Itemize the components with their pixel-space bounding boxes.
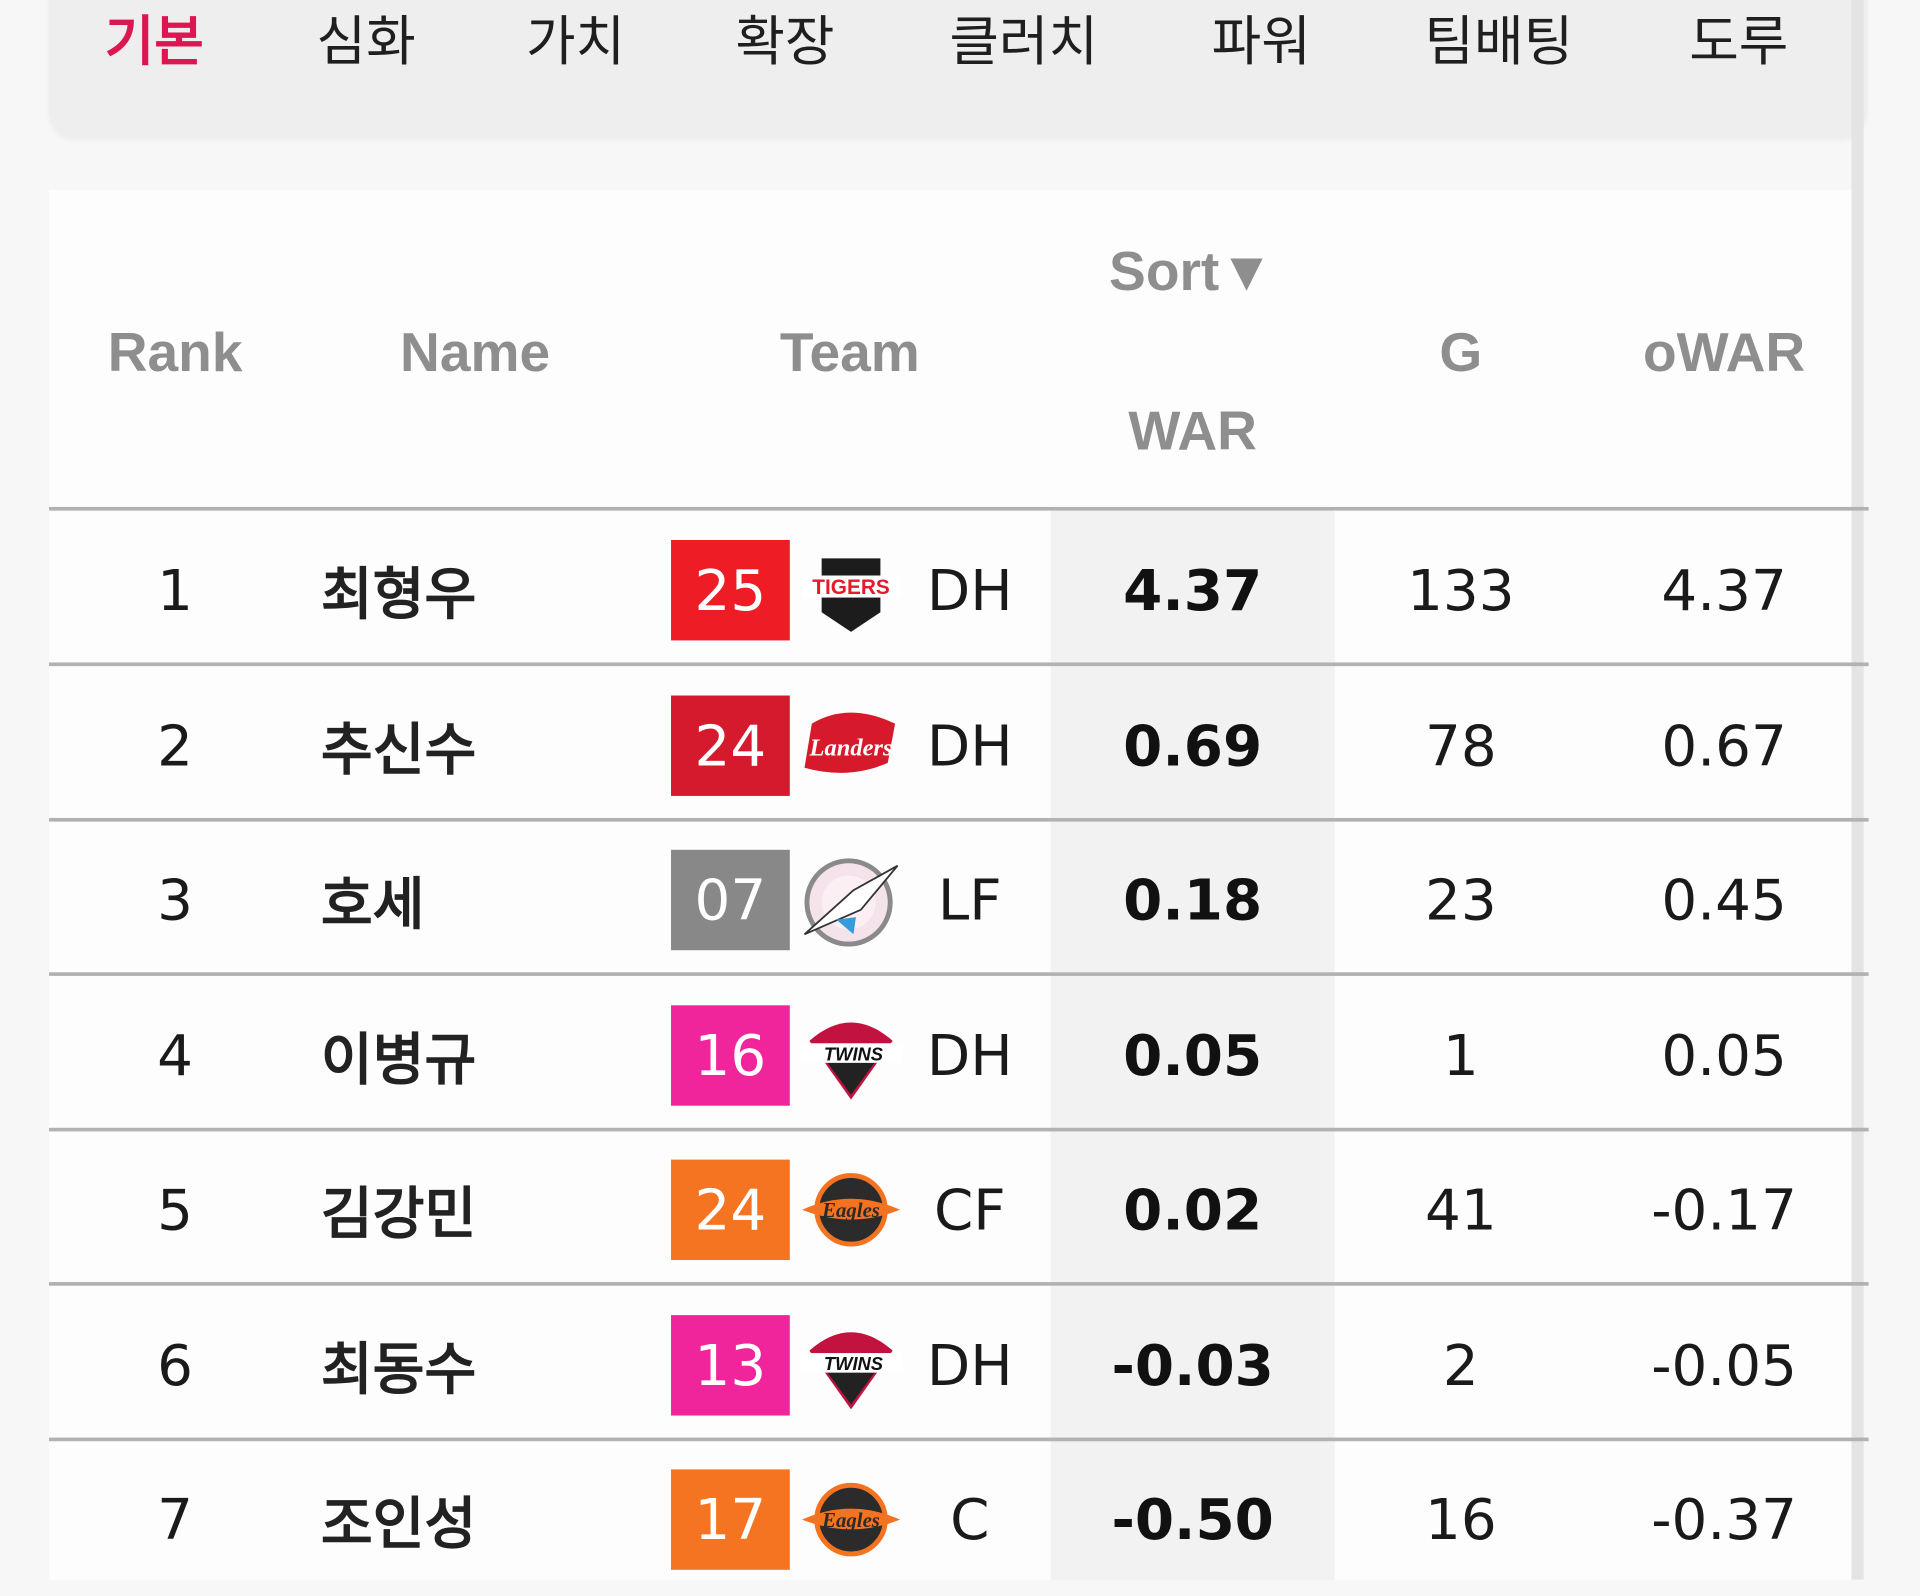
- war-cell: -0.50: [1111, 1486, 1274, 1553]
- player-name[interactable]: 김강민: [320, 1180, 477, 1247]
- table-row[interactable]: 2 추신수 24 Landers DH 0.69 78 0.67: [49, 669, 1851, 821]
- sort-indicator[interactable]: Sort▼: [1109, 240, 1274, 303]
- svg-text:TIGERS: TIGERS: [812, 576, 890, 599]
- header-team[interactable]: Team: [779, 320, 920, 384]
- games-cell: 41: [1424, 1176, 1497, 1243]
- war-cell: 0.69: [1123, 712, 1263, 779]
- owar-cell: 4.37: [1661, 557, 1787, 624]
- owar-cell: 0.67: [1661, 712, 1787, 779]
- position-cell: DH: [926, 557, 1013, 624]
- position-cell: CF: [933, 1176, 1006, 1243]
- svg-text:TWINS: TWINS: [824, 1353, 884, 1374]
- uniform-number-badge: 24: [671, 1159, 790, 1261]
- games-cell: 133: [1407, 557, 1515, 624]
- scrollbar[interactable]: [1851, 0, 1864, 1580]
- games-cell: 16: [1424, 1486, 1497, 1553]
- uniform-number-badge: 13: [671, 1314, 790, 1415]
- owar-cell: -0.17: [1651, 1176, 1797, 1243]
- uniform-number-badge: 17: [671, 1469, 790, 1570]
- owar-cell: -0.37: [1651, 1486, 1797, 1553]
- table-row[interactable]: 4 이병규 16 TWINS DH 0.05 1 0.05: [49, 979, 1851, 1131]
- tab-6[interactable]: 파워: [1211, 11, 1311, 74]
- tab-2[interactable]: 심화: [316, 11, 416, 74]
- war-cell: 0.05: [1123, 1021, 1263, 1088]
- games-cell: 1: [1442, 1021, 1479, 1088]
- position-cell: LF: [937, 866, 1002, 934]
- rank-cell: 5: [157, 1176, 194, 1243]
- twins-team-logo-icon: TWINS: [799, 1313, 903, 1416]
- header-name[interactable]: Name: [400, 320, 551, 384]
- uniform-number-badge: 24: [671, 694, 790, 796]
- uniform-number-badge: 16: [671, 1004, 790, 1106]
- war-cell: 0.18: [1123, 866, 1263, 934]
- svg-text:Landers: Landers: [809, 734, 893, 761]
- row-divider: [48, 817, 1869, 822]
- header-war[interactable]: WAR: [1128, 399, 1257, 462]
- row-divider: [48, 662, 1869, 667]
- player-name[interactable]: 추신수: [320, 715, 477, 782]
- eagles-team-logo-icon: Eagles: [800, 1158, 903, 1261]
- row-divider: [48, 1282, 1869, 1286]
- header-g[interactable]: G: [1439, 320, 1483, 384]
- war-cell: -0.03: [1111, 1331, 1274, 1398]
- row-divider: [48, 1436, 1869, 1441]
- player-name[interactable]: 호세: [320, 870, 425, 937]
- tigers-team-logo-icon: TIGERS: [800, 539, 903, 642]
- war-cell: 4.37: [1123, 557, 1263, 624]
- rank-cell: 3: [157, 866, 194, 934]
- giants-team-logo-icon: [800, 849, 903, 952]
- table-row[interactable]: 5 김강민 24 Eagles CF 0.02 41 -0.17: [49, 1134, 1851, 1286]
- table-row[interactable]: 1 최형우 25 TIGERS DH 4.37 133 4.37: [49, 514, 1851, 666]
- player-name[interactable]: 최동수: [320, 1335, 477, 1402]
- rank-cell: 1: [157, 557, 194, 624]
- eagles-team-logo-icon: Eagles: [800, 1468, 903, 1571]
- header-owar[interactable]: oWAR: [1642, 320, 1806, 384]
- tab-1[interactable]: 기본: [104, 11, 204, 74]
- row-divider: [48, 972, 1869, 976]
- table-row[interactable]: 6 최동수 13 TWINS DH -0.03 2 -0.05: [49, 1289, 1851, 1441]
- tab-8[interactable]: 도루: [1689, 11, 1789, 74]
- row-divider: [48, 1127, 1869, 1131]
- rank-cell: 6: [157, 1331, 194, 1398]
- position-cell: C: [950, 1486, 990, 1553]
- position-cell: DH: [926, 1331, 1013, 1398]
- rank-cell: 2: [157, 712, 194, 779]
- table-row[interactable]: 3 호세 07 LF 0.18 23 0.45: [49, 824, 1851, 976]
- tab-3[interactable]: 가치: [525, 11, 626, 74]
- games-cell: 78: [1424, 712, 1497, 779]
- position-cell: DH: [926, 1021, 1013, 1088]
- player-name[interactable]: 조인성: [320, 1490, 477, 1557]
- table-row[interactable]: 7 조인성 17 Eagles C -0.50 16 -0.37: [49, 1444, 1851, 1596]
- tab-7[interactable]: 팀배팅: [1424, 11, 1574, 74]
- owar-cell: -0.05: [1651, 1331, 1797, 1398]
- twins-team-logo-icon: TWINS: [799, 1003, 903, 1106]
- player-name[interactable]: 이병규: [320, 1025, 477, 1092]
- player-name[interactable]: 최형우: [320, 560, 477, 627]
- tab-4[interactable]: 확장: [735, 11, 835, 74]
- games-cell: 23: [1424, 866, 1497, 934]
- landers-team-logo-icon: Landers: [800, 694, 903, 797]
- category-tab-bar: 기본 심화 가치 확장 클러치 파워 팀배팅 도루: [48, 0, 1868, 138]
- tab-5[interactable]: 클러치: [949, 11, 1099, 74]
- owar-cell: 0.45: [1661, 866, 1787, 934]
- header-rank[interactable]: Rank: [107, 320, 243, 384]
- uniform-number-badge: 07: [671, 849, 790, 951]
- svg-text:Eagles: Eagles: [821, 1508, 880, 1532]
- owar-cell: 0.05: [1661, 1021, 1787, 1088]
- war-cell: 0.02: [1123, 1176, 1263, 1243]
- stats-table: [48, 189, 1852, 1580]
- svg-text:TWINS: TWINS: [824, 1043, 884, 1064]
- sorted-column-highlight: [1050, 510, 1335, 1580]
- header-divider: [48, 506, 1869, 511]
- rank-cell: 7: [157, 1486, 194, 1553]
- svg-text:Eagles: Eagles: [821, 1198, 880, 1222]
- position-cell: DH: [926, 712, 1013, 779]
- uniform-number-badge: 25: [671, 540, 790, 641]
- rank-cell: 4: [157, 1021, 194, 1088]
- games-cell: 2: [1442, 1331, 1479, 1398]
